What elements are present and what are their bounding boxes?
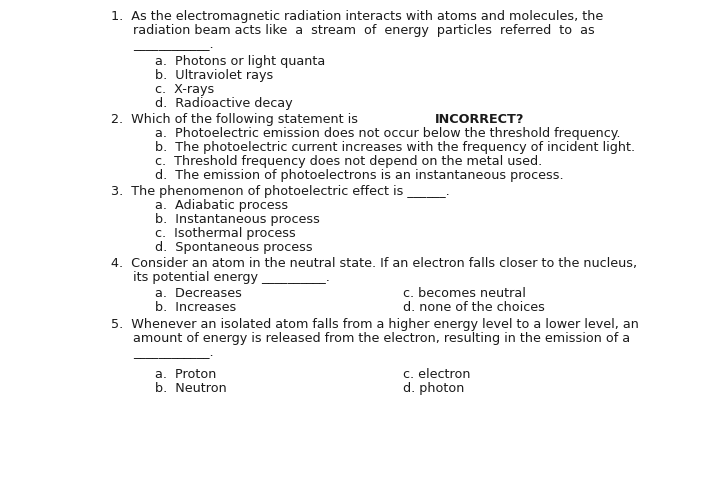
Text: b.  Neutron: b. Neutron [155,382,226,395]
Text: 2.  Which of the following statement is: 2. Which of the following statement is [111,113,362,126]
Text: d. photon: d. photon [403,382,464,395]
Text: c. becomes neutral: c. becomes neutral [403,287,526,300]
Text: d.  Spontaneous process: d. Spontaneous process [155,241,312,254]
Text: INCORRECT?: INCORRECT? [435,113,525,126]
Text: ____________.: ____________. [133,346,214,359]
Text: b.  The photoelectric current increases with the frequency of incident light.: b. The photoelectric current increases w… [155,141,635,154]
Text: b.  Instantaneous process: b. Instantaneous process [155,213,319,226]
Text: 5.  Whenever an isolated atom falls from a higher energy level to a lower level,: 5. Whenever an isolated atom falls from … [111,318,639,331]
Text: radiation beam acts like  a  stream  of  energy  particles  referred  to  as: radiation beam acts like a stream of ene… [133,24,595,37]
Text: a.  Photoelectric emission does not occur below the threshold frequency.: a. Photoelectric emission does not occur… [155,127,620,140]
Text: a.  Decreases: a. Decreases [155,287,242,300]
Text: d. none of the choices: d. none of the choices [403,301,544,314]
Text: d.  Radioactive decay: d. Radioactive decay [155,97,292,110]
Text: amount of energy is released from the electron, resulting in the emission of a: amount of energy is released from the el… [133,332,630,345]
Text: 1.  As the electromagnetic radiation interacts with atoms and molecules, the: 1. As the electromagnetic radiation inte… [111,10,604,23]
Text: b.  Ultraviolet rays: b. Ultraviolet rays [155,69,273,82]
Text: c. electron: c. electron [403,368,470,381]
Text: a.  Adiabatic process: a. Adiabatic process [155,199,288,212]
Text: ____________.: ____________. [133,38,214,51]
Text: d.  The emission of photoelectrons is an instantaneous process.: d. The emission of photoelectrons is an … [155,169,563,182]
Text: a.  Proton: a. Proton [155,368,216,381]
Text: 4.  Consider an atom in the neutral state. If an electron falls closer to the nu: 4. Consider an atom in the neutral state… [111,257,638,270]
Text: 3.  The phenomenon of photoelectric effect is ______.: 3. The phenomenon of photoelectric effec… [111,185,450,198]
Text: c.  Isothermal process: c. Isothermal process [155,227,296,240]
Text: its potential energy __________.: its potential energy __________. [133,271,330,284]
Text: c.  X-rays: c. X-rays [155,83,214,96]
Text: a.  Photons or light quanta: a. Photons or light quanta [155,55,325,68]
Text: b.  Increases: b. Increases [155,301,236,314]
Text: c.  Threshold frequency does not depend on the metal used.: c. Threshold frequency does not depend o… [155,155,542,168]
